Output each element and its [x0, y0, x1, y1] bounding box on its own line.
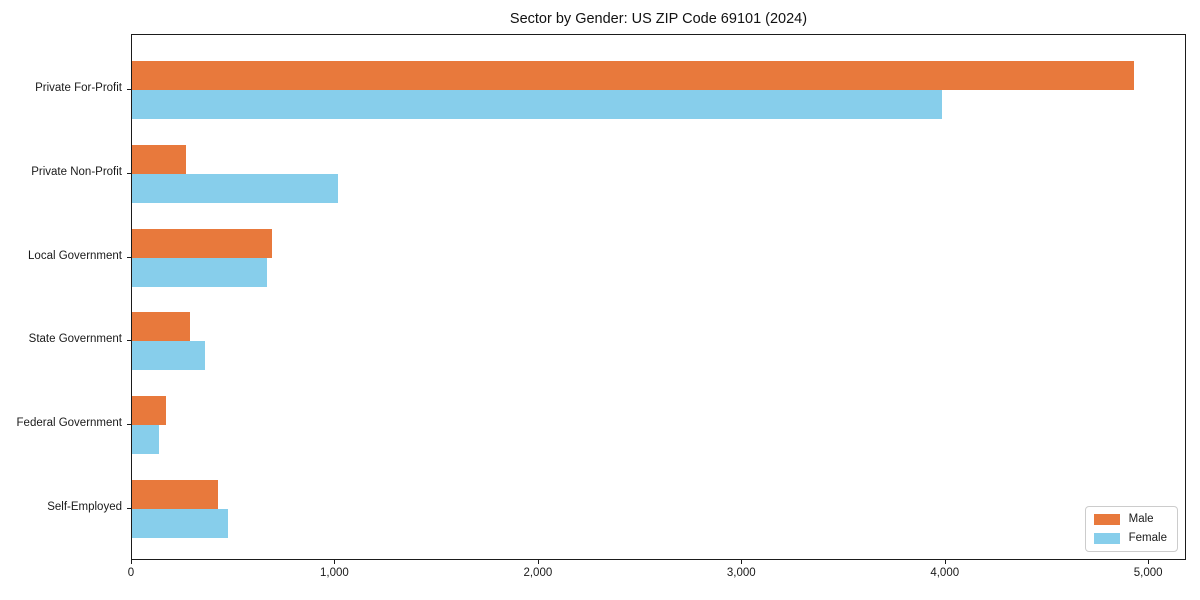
legend: Male Female: [1084, 506, 1178, 552]
bar-male-local-government: [132, 228, 273, 258]
ytick-mark: [127, 508, 131, 509]
xtick-mark: [131, 560, 132, 564]
bar-male-federal-government: [132, 396, 167, 426]
ytick-label-self-employed: Self-Employed: [47, 501, 122, 513]
xtick-mark: [741, 560, 743, 564]
xtick-label-3000: 3,000: [726, 567, 756, 579]
legend-item-male: Male: [1093, 513, 1167, 526]
bar-male-private-for-profit: [132, 61, 1135, 90]
xtick-mark: [334, 560, 336, 564]
ytick-mark: [127, 424, 131, 426]
xtick-label-5000: 5,000: [1133, 567, 1163, 579]
xtick-label-1000: 1,000: [320, 567, 349, 579]
xtick-label-4000: 4,000: [930, 567, 960, 579]
bar-male-self-employed: [132, 480, 219, 509]
bar-female-private-for-profit: [132, 90, 943, 119]
chart-title: Sector by Gender: US ZIP Code 69101 (202…: [509, 11, 808, 27]
ytick-mark: [127, 340, 131, 342]
xtick-mark: [537, 560, 539, 564]
bar-female-self-employed: [132, 509, 229, 538]
ytick-label-federal-government: Federal Government: [16, 417, 122, 430]
bar-female-local-government: [132, 257, 268, 287]
male-color-swatch: [1093, 514, 1120, 525]
ytick-mark: [127, 89, 131, 90]
xtick-mark: [1148, 560, 1150, 564]
ytick-label-state-government: State Government: [28, 333, 122, 346]
ytick-mark: [127, 172, 131, 174]
legend-item-female: Female: [1093, 532, 1167, 545]
ytick-mark: [127, 256, 131, 258]
xtick-label-0: 0: [127, 567, 135, 579]
bar-male-private-non-profit: [132, 144, 186, 174]
ytick-label-local-government: Local Government: [28, 249, 122, 262]
xtick-label-2000: 2,000: [523, 567, 553, 579]
female-color-swatch: [1093, 533, 1120, 544]
bar-female-private-non-profit: [132, 173, 339, 203]
ytick-label-private-non-profit: Private Non-Profit: [31, 165, 122, 178]
ytick-label-private-for-profit: Private For-Profit: [35, 82, 122, 94]
xtick-mark: [944, 560, 946, 564]
bar-female-federal-government: [132, 425, 160, 455]
legend-label-female: Female: [1128, 532, 1167, 544]
bar-male-state-government: [132, 312, 191, 342]
plot-area: Male Female: [131, 34, 1186, 560]
legend-label-male: Male: [1128, 513, 1154, 525]
bar-female-state-government: [132, 341, 206, 371]
